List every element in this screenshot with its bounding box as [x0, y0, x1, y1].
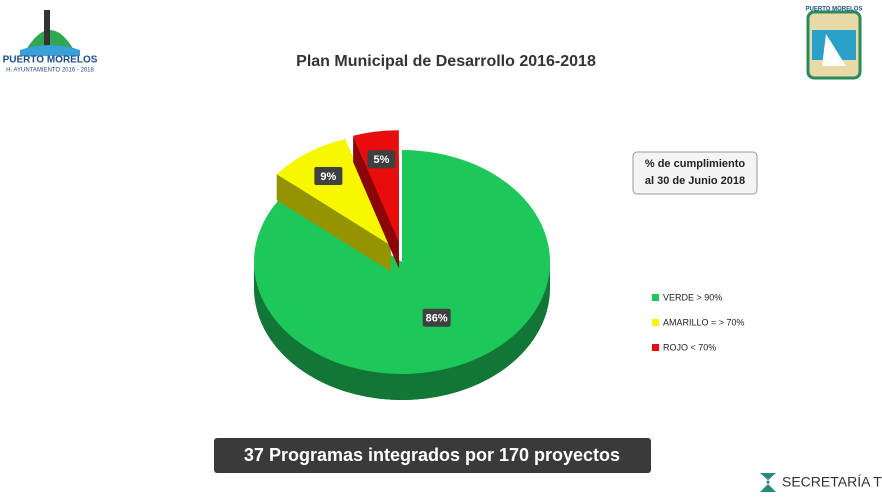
legend-swatch	[652, 344, 659, 351]
banner-box	[214, 438, 651, 473]
annotation-line: % de cumplimiento	[645, 158, 746, 170]
slice-wall	[276, 174, 391, 272]
right-logo: PUERTO MORELOS	[806, 7, 863, 80]
legend-label: AMARILLO = > 70%	[663, 317, 745, 327]
logo-wave	[20, 45, 80, 56]
logo-name: PUERTO MORELOS	[806, 7, 863, 13]
logo-tower	[44, 10, 50, 50]
value-label-box	[367, 150, 396, 169]
slice-wall	[353, 135, 399, 269]
logo-sub: H. AYUNTAMIENTO 2016 - 2018	[6, 68, 94, 74]
value-label: 9%	[320, 171, 336, 183]
value-label-box	[422, 308, 451, 327]
pie: 86% 9% 5%	[254, 130, 551, 400]
legend-label: VERDE > 90%	[663, 292, 722, 302]
footer-icon	[760, 473, 776, 492]
logo-sail	[822, 34, 846, 66]
legend-swatch	[652, 319, 659, 326]
annotation-line: al 30 de Junio 2018	[645, 175, 745, 187]
footer-text: SECRETARÍA TÉCNICA	[782, 474, 882, 490]
value-label-box	[314, 166, 343, 185]
value-label: 86%	[426, 313, 448, 325]
legend: VERDE > 90% AMARILLO = > 70% ROJO < 70%	[652, 292, 745, 352]
left-logo: PUERTO MORELOS H. AYUNTAMIENTO 2016 - 20…	[3, 6, 98, 76]
logo-name: PUERTO MORELOS	[3, 55, 98, 66]
slice	[254, 150, 551, 374]
value-label: 5%	[374, 154, 390, 166]
chart-title: Plan Municipal de Desarrollo 2016-2018	[296, 53, 596, 70]
annotation-box	[632, 151, 758, 195]
banner-text: 37 Programas integrados por 170 proyecto…	[244, 445, 620, 465]
logo-sea	[812, 30, 856, 60]
slice-side	[254, 262, 550, 400]
slice	[276, 138, 391, 246]
legend-swatch	[652, 294, 659, 301]
legend-label: ROJO < 70%	[663, 342, 716, 352]
